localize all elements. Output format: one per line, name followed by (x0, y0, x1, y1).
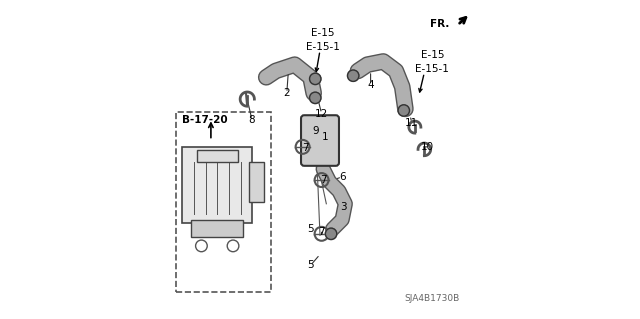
Text: 7: 7 (320, 175, 326, 185)
FancyBboxPatch shape (191, 220, 243, 237)
Text: 8: 8 (249, 115, 255, 125)
Text: E-15: E-15 (420, 50, 444, 60)
Text: B-17-20: B-17-20 (182, 115, 227, 125)
Text: 6: 6 (339, 172, 346, 182)
Text: E-15-1: E-15-1 (415, 64, 449, 74)
Text: E-15-1: E-15-1 (306, 42, 340, 52)
Text: SJA4B1730B: SJA4B1730B (404, 294, 460, 303)
FancyBboxPatch shape (182, 147, 252, 223)
Circle shape (325, 228, 337, 240)
Text: 7: 7 (318, 227, 325, 237)
Text: FR.: FR. (430, 19, 450, 29)
FancyBboxPatch shape (197, 150, 237, 161)
Text: 7: 7 (303, 144, 309, 153)
Text: E-15: E-15 (312, 28, 335, 38)
FancyBboxPatch shape (301, 115, 339, 166)
Circle shape (398, 105, 410, 116)
Text: 11: 11 (405, 118, 419, 128)
Text: 2: 2 (284, 88, 290, 98)
Text: 9: 9 (312, 126, 319, 136)
Text: 4: 4 (367, 80, 374, 90)
Text: 3: 3 (340, 202, 347, 212)
Text: 1: 1 (321, 132, 328, 142)
Text: 10: 10 (421, 142, 434, 152)
Circle shape (310, 73, 321, 85)
Text: 5: 5 (307, 260, 314, 271)
Circle shape (310, 92, 321, 104)
Text: 12: 12 (315, 109, 328, 119)
Circle shape (348, 70, 359, 81)
Text: 5: 5 (307, 224, 314, 234)
FancyBboxPatch shape (249, 161, 264, 202)
